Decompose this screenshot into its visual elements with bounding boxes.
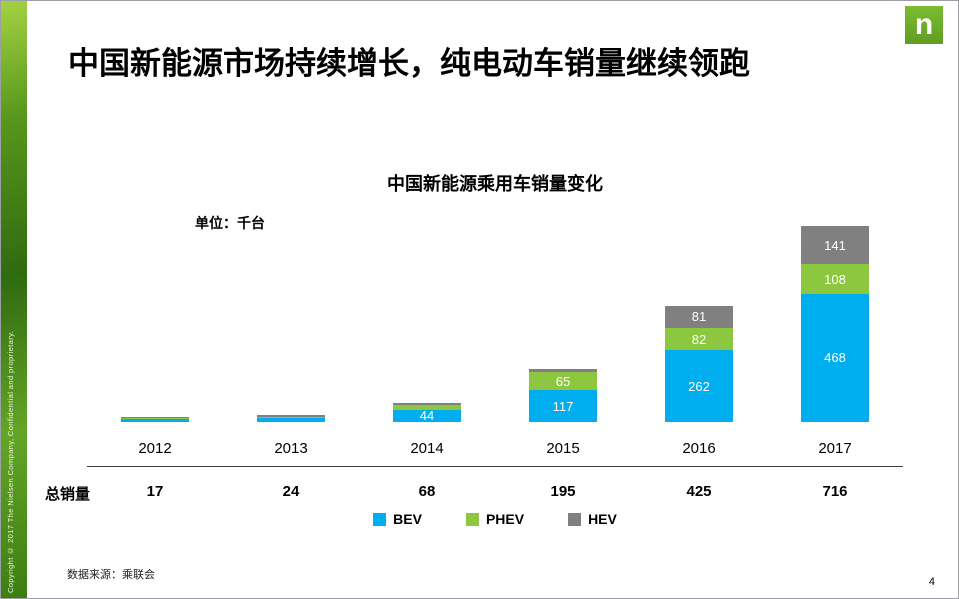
- bar-segment-bev: [257, 417, 325, 422]
- x-axis-label: 2012: [138, 440, 172, 457]
- bar-segment-hev: [257, 415, 325, 417]
- x-axis-label: 2017: [818, 440, 852, 457]
- data-source-note: 数据来源：乘联会: [67, 569, 155, 581]
- x-axis-label: 2015: [546, 440, 580, 457]
- total-value: 425: [686, 483, 712, 500]
- legend-label: HEV: [588, 511, 617, 527]
- bar-segment-bev: [121, 418, 189, 422]
- nielsen-logo: n: [905, 6, 943, 44]
- bar-segment-phev: 65: [529, 372, 597, 390]
- legend-item-hev: HEV: [568, 511, 617, 527]
- bar-segment-bev: 117: [529, 390, 597, 422]
- total-value: 17: [146, 483, 164, 500]
- bar-segment-bev: 468: [801, 293, 869, 422]
- table-divider-line: [87, 466, 903, 467]
- bar-segment-phev: [257, 416, 325, 418]
- total-value: 195: [550, 483, 576, 500]
- slide-title: 中国新能源市场持续增长，纯电动车销量继续领跑: [68, 46, 750, 81]
- bar-chart-plot: 44 65 117 81 82 262 141 108 468: [87, 225, 903, 423]
- x-axis-label: 2016: [682, 440, 716, 457]
- bar-segment-hev: 141: [801, 225, 869, 265]
- stacked-bar-2012: [121, 417, 189, 422]
- legend-label: PHEV: [485, 511, 525, 527]
- bar-segment-phev: 82: [665, 327, 733, 351]
- totals-row-label: 总销量: [45, 486, 91, 503]
- bar-segment-phev: [393, 405, 461, 410]
- x-axis-years: 2012 2013 2014 2015 2016 2017: [87, 440, 903, 457]
- bar-cell: 81 82 262: [631, 225, 767, 422]
- stacked-bar-2015: 65 117: [529, 368, 597, 422]
- chart-legend: BEV PHEV HEV: [87, 511, 903, 527]
- total-value: 68: [418, 483, 436, 500]
- stacked-bar-2014: 44: [393, 403, 461, 423]
- stacked-bar-2013: [257, 415, 325, 422]
- bar-cell: 141 108 468: [767, 225, 903, 422]
- bar-segment-phev: [121, 418, 189, 419]
- bar-cell: [223, 225, 359, 422]
- bar-segment-hev: [529, 368, 597, 373]
- bar-segment-hev: [121, 417, 189, 419]
- bar-segment-bev: 44: [393, 408, 461, 423]
- totals-row: 17 24 68 195 425 716: [87, 483, 903, 500]
- total-value: 716: [822, 483, 848, 500]
- bar-cell: 65 117: [495, 225, 631, 422]
- chart-title: 中国新能源乘用车销量变化: [387, 174, 603, 194]
- bar-segment-bev: 262: [665, 350, 733, 422]
- legend-swatch-phev: [465, 512, 479, 526]
- legend-swatch-bev: [373, 512, 387, 526]
- bar-segment-hev: [393, 403, 461, 406]
- legend-label: BEV: [393, 511, 422, 527]
- x-axis-label: 2013: [274, 440, 308, 457]
- bar-cell: 44: [359, 225, 495, 423]
- total-value: 24: [282, 483, 300, 500]
- stacked-bar-2016: 81 82 262: [665, 305, 733, 422]
- bar-segment-hev: 81: [665, 305, 733, 328]
- brand-sidebar: Copyright © 2017 The Nielsen Company, Co…: [0, 0, 27, 599]
- x-axis-label: 2014: [410, 440, 444, 457]
- legend-item-bev: BEV: [373, 511, 422, 527]
- bar-cell: [87, 225, 223, 422]
- legend-swatch-hev: [568, 512, 582, 526]
- page-number: 4: [928, 576, 935, 588]
- stacked-bar-2017: 141 108 468: [801, 225, 869, 422]
- copyright-text: Copyright © 2017 The Nielsen Company, Co…: [6, 330, 15, 593]
- unit-label: 单位：千台: [195, 215, 265, 231]
- bar-segment-phev: 108: [801, 264, 869, 294]
- legend-item-phev: PHEV: [465, 511, 525, 527]
